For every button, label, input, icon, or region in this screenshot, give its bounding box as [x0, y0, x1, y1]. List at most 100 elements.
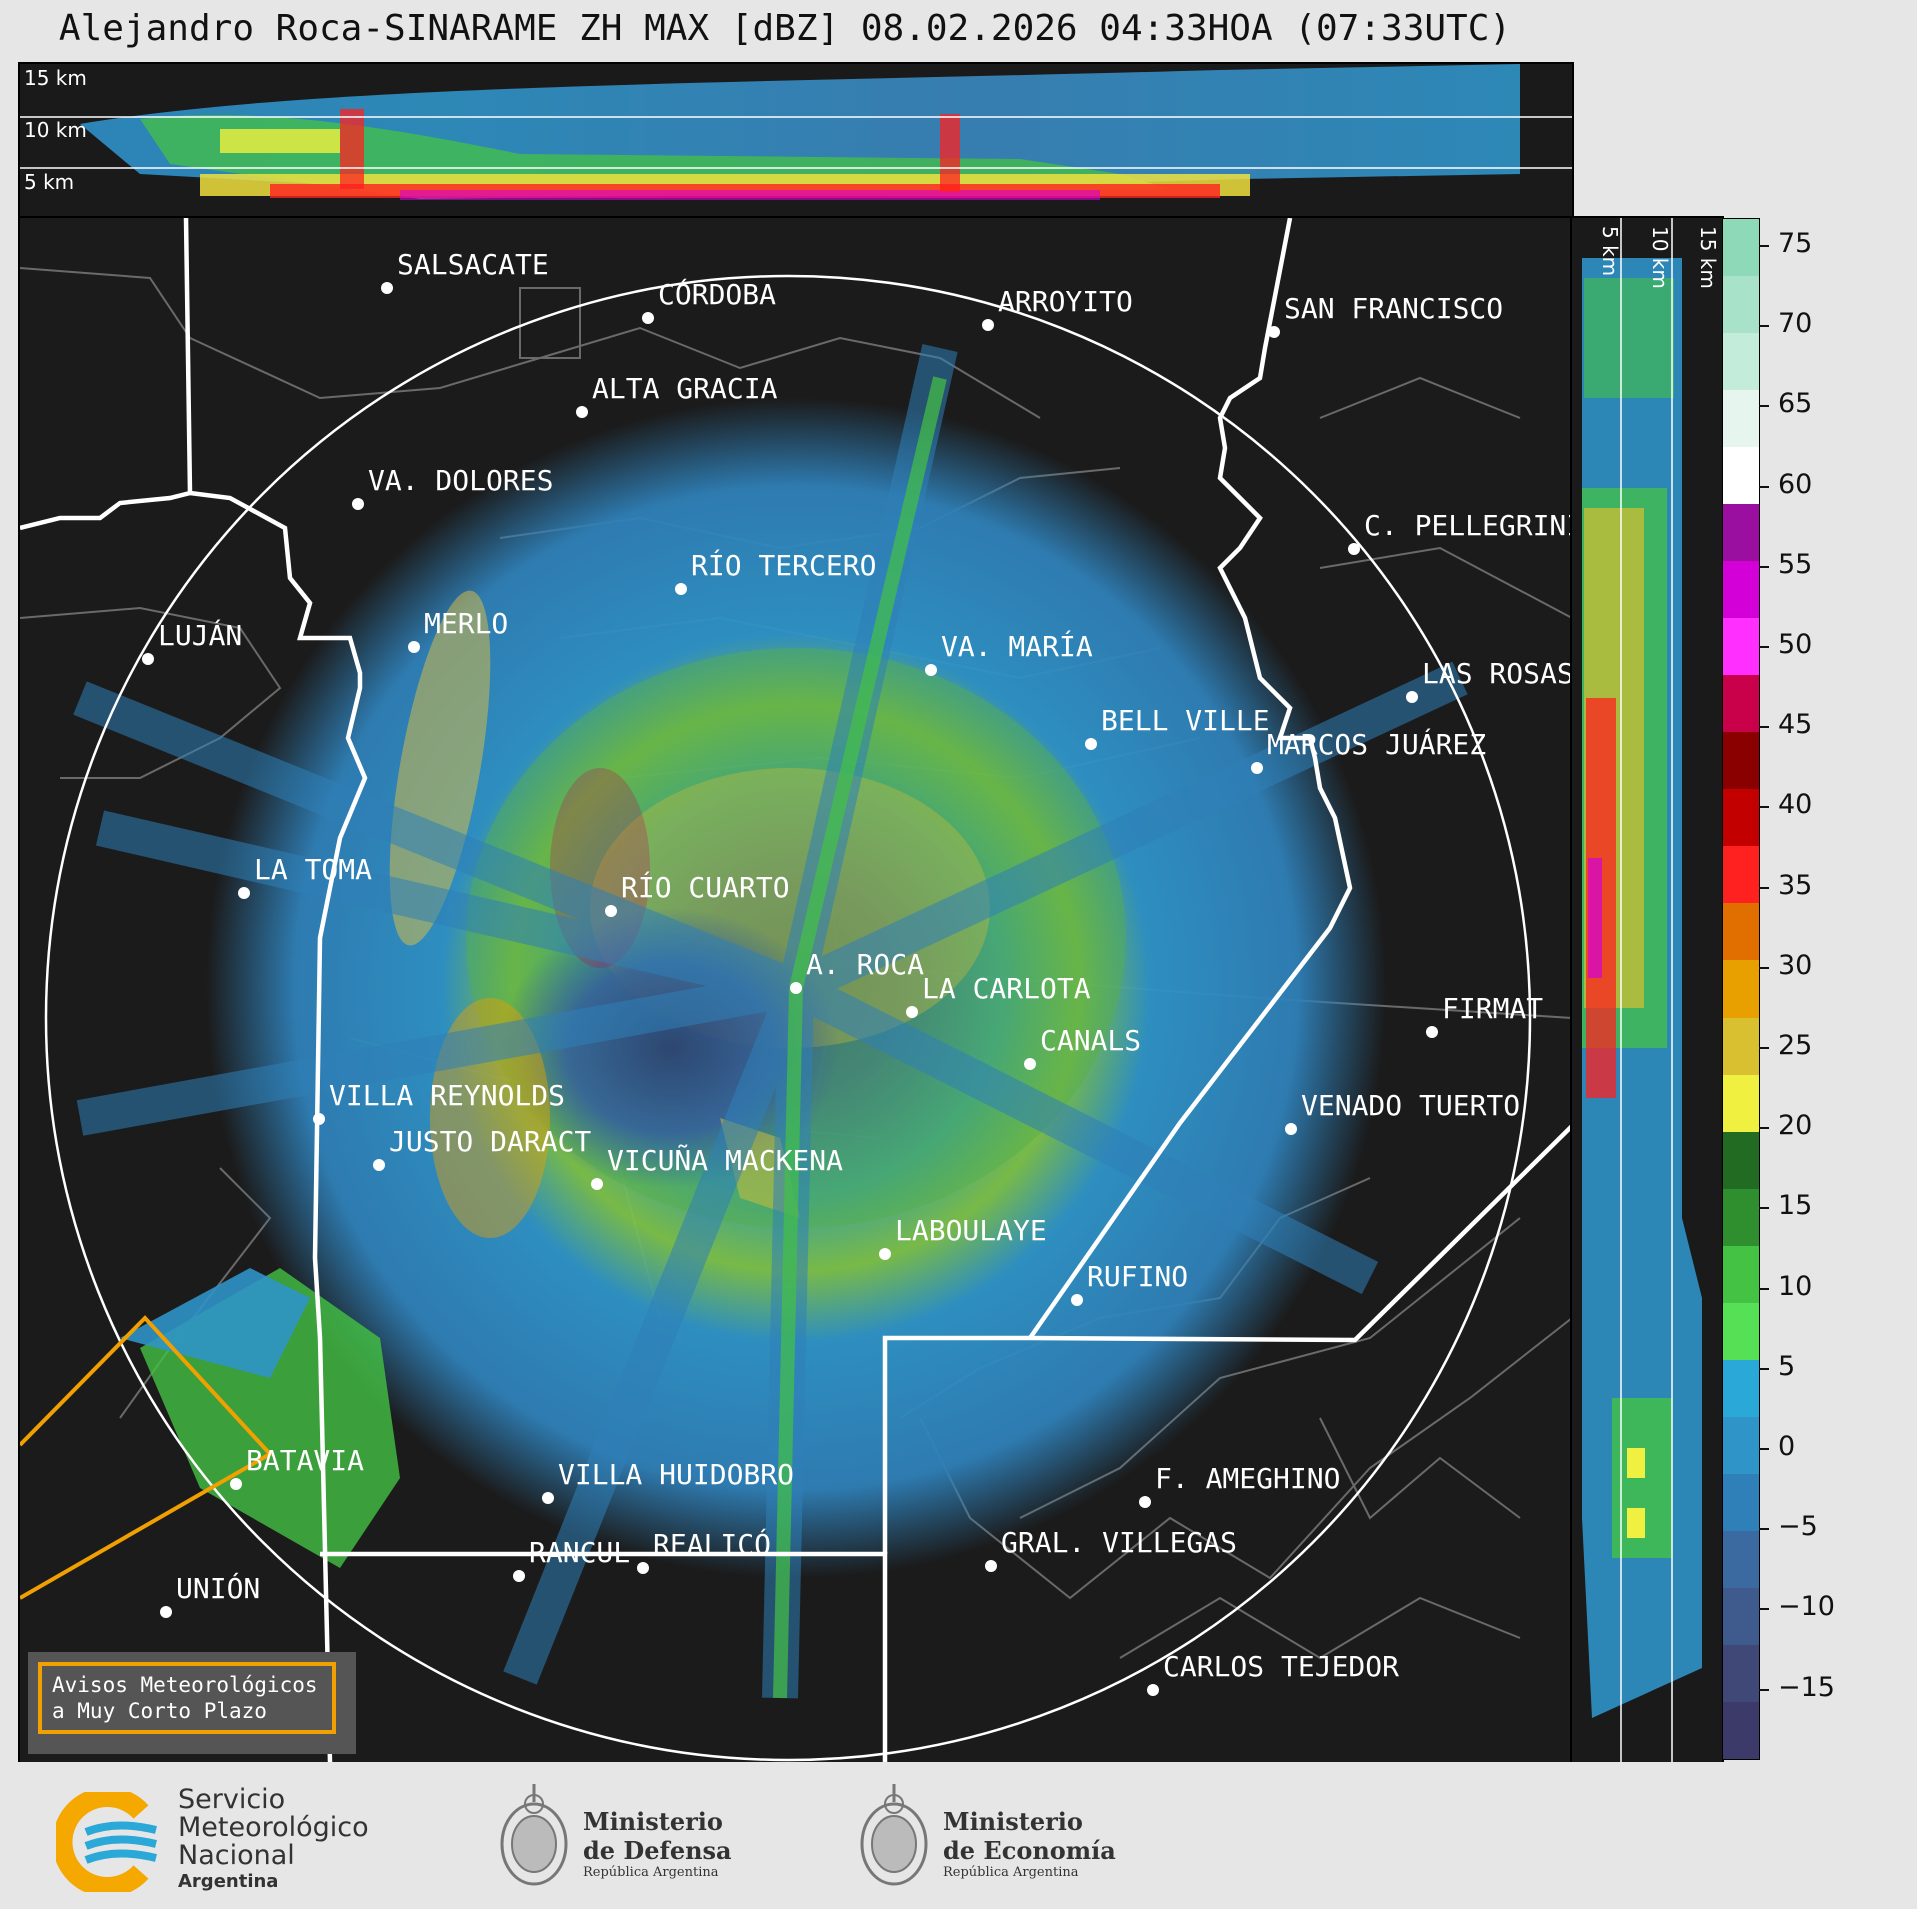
colorbar-tick-mark	[1759, 325, 1769, 328]
city-dot	[408, 641, 420, 653]
city-label: LABOULAYE	[895, 1214, 1047, 1247]
colorbar-tick-label: 45	[1778, 709, 1813, 741]
city-dot	[790, 982, 802, 994]
city-dot	[982, 319, 994, 331]
city-label: VICUÑA MACKENA	[607, 1144, 844, 1177]
radar-map-panel: SALSACATE CÓRDOBA ARROYITO SAN FRANCISCO…	[18, 216, 1574, 1764]
colorbar-tick-mark	[1759, 726, 1769, 729]
city-label: CANALS	[1040, 1024, 1142, 1057]
top-label-10km: 10 km	[24, 118, 87, 142]
colorbar-tick-label: 5	[1778, 1350, 1796, 1382]
colorbar-tick-label: 15	[1778, 1190, 1813, 1222]
city-label: C. PELLEGRINI	[1364, 509, 1574, 542]
city-label: LUJÁN	[158, 619, 243, 652]
warning-polygon	[20, 1315, 274, 1600]
smn-line-3: Nacional	[178, 1840, 295, 1871]
colorbar-band	[1723, 1587, 1759, 1646]
defensa-line-2: de Defensa	[583, 1836, 732, 1865]
city-dot	[352, 498, 364, 510]
top-cross-section-panel: 15 km 10 km 5 km	[18, 62, 1574, 220]
city-dot	[906, 1006, 918, 1018]
city-dot	[1426, 1026, 1438, 1038]
colorbar-tick-label: −5	[1778, 1511, 1818, 1543]
city-dot	[1285, 1123, 1297, 1135]
city-dot	[576, 406, 588, 418]
city-label: BELL VILLE	[1101, 704, 1270, 737]
colorbar-band	[1723, 903, 1759, 961]
city-label: ARROYITO	[998, 285, 1133, 318]
city-label: ALTA GRACIA	[592, 372, 778, 405]
top-label-15km: 15 km	[24, 66, 87, 90]
economia-line-1: Ministerio	[943, 1807, 1083, 1836]
colorbar-band	[1723, 1416, 1759, 1475]
colorbar-tick-label: 70	[1778, 308, 1813, 340]
colorbar-tick-mark	[1759, 1528, 1769, 1531]
colorbar-band	[1723, 1644, 1759, 1703]
economia-line-3: República Argentina	[943, 1865, 1079, 1880]
city-label: GRAL. VILLEGAS	[1001, 1526, 1238, 1559]
alert-box-frame: Avisos Meteorológicos a Muy Corto Plazo	[38, 1662, 336, 1734]
city-dot	[373, 1159, 385, 1171]
colorbar-band	[1723, 960, 1759, 1018]
smn-line-4: Argentina	[178, 1871, 279, 1892]
city-dot	[542, 1492, 554, 1504]
colorbar-tick-mark	[1759, 565, 1769, 568]
city-dot	[1348, 543, 1360, 555]
colorbar-tick-label: 65	[1778, 388, 1813, 420]
colorbar-band	[1723, 618, 1759, 676]
city-label: VA. MARÍA	[941, 630, 1093, 663]
economia-line-2: de Economía	[943, 1836, 1116, 1865]
city-dot	[879, 1248, 891, 1260]
footer: Servicio Meteorológico Nacional Argentin…	[0, 1762, 1917, 1909]
city-dot	[1024, 1058, 1036, 1070]
colorbar-tick-mark	[1759, 886, 1769, 889]
colorbar-tick-label: 55	[1778, 548, 1813, 580]
colorbar-band	[1723, 561, 1759, 619]
city-label: RUFINO	[1087, 1260, 1189, 1293]
side-label-10km: 10 km	[1648, 226, 1672, 289]
city-label: LA CARLOTA	[922, 972, 1091, 1005]
colorbar-tick-label: 40	[1778, 789, 1813, 821]
colorbar-tick-mark	[1759, 966, 1769, 969]
city-dot	[160, 1606, 172, 1618]
colorbar-band	[1723, 1302, 1759, 1361]
colorbar-tick-label: −10	[1778, 1591, 1835, 1623]
city-dot	[1147, 1684, 1159, 1696]
colorbar-band	[1723, 1245, 1759, 1304]
city-label: VENADO TUERTO	[1301, 1089, 1521, 1122]
range-ring	[44, 274, 1532, 1762]
economia-seal-icon	[854, 1782, 934, 1902]
side-cross-section-echo	[1582, 218, 1702, 1762]
colorbar-band	[1723, 276, 1759, 334]
colorbar-band	[1723, 1359, 1759, 1418]
colorbar-tick-label: 35	[1778, 869, 1813, 901]
colorbar-band	[1723, 390, 1759, 448]
city-dot	[985, 1560, 997, 1572]
city-label: RÍO CUARTO	[621, 871, 790, 904]
city-label: VA. DOLORES	[368, 464, 554, 497]
alert-box[interactable]: Avisos Meteorológicos a Muy Corto Plazo	[28, 1652, 356, 1754]
colorbar-tick-mark	[1759, 1367, 1769, 1370]
city-label: VILLA REYNOLDS	[329, 1079, 566, 1112]
smn-logo-icon	[52, 1787, 157, 1897]
city-label: FIRMAT	[1442, 992, 1544, 1025]
city-label: REALICÓ	[653, 1528, 772, 1561]
colorbar-band	[1723, 1701, 1759, 1760]
colorbar-tick-mark	[1759, 245, 1769, 247]
colorbar-tick-mark	[1759, 1608, 1769, 1611]
city-label: UNIÓN	[176, 1572, 261, 1605]
side-label-15km: 15 km	[1696, 226, 1720, 289]
colorbar-band	[1723, 846, 1759, 904]
colorbar-band	[1723, 1530, 1759, 1589]
city-label: SALSACATE	[397, 248, 549, 281]
colorbar-tick-mark	[1759, 1688, 1769, 1691]
alert-line-1: Avisos Meteorológicos	[52, 1673, 318, 1697]
city-dot	[1406, 691, 1418, 703]
city-dot	[605, 905, 617, 917]
city-label: LAS ROSAS	[1422, 657, 1574, 690]
colorbar-tick-label: 20	[1778, 1110, 1813, 1142]
colorbar-tick-mark	[1759, 1448, 1769, 1450]
colorbar-band	[1723, 789, 1759, 847]
city-dot	[1268, 326, 1280, 338]
top-cross-section-echo	[20, 64, 1572, 200]
